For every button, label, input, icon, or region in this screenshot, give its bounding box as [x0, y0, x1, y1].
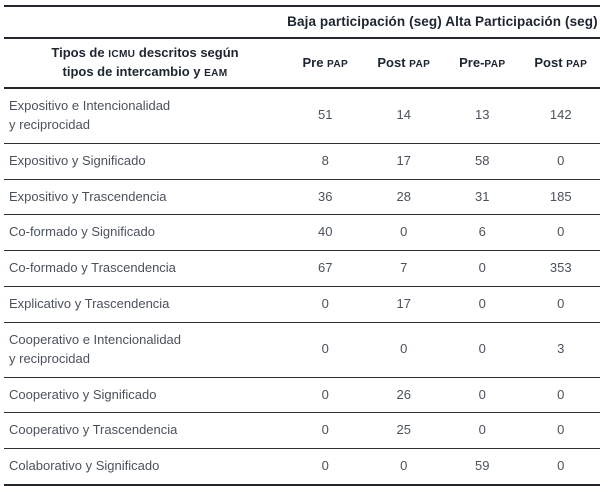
table-row: Co-formado y Trascendencia 67 7 0 353: [4, 250, 601, 288]
value-cell: 0: [521, 377, 601, 414]
value-cell: 0: [443, 250, 522, 288]
row-label: Cooperativo y Trascendencia: [4, 412, 286, 450]
acronym-pap: PAP: [409, 58, 431, 70]
table-row: Expositivo y Significado 8 17 58 0: [4, 143, 601, 180]
row-label: Cooperativo y Significado: [4, 377, 286, 414]
table-row: Cooperativo e Intencionalidad y reciproc…: [4, 322, 601, 378]
row-label: Co-formado y Trascendencia: [4, 250, 286, 288]
row-label: Expositivo e Intencionalidad y reciproci…: [4, 88, 286, 144]
value-cell: 6: [443, 214, 522, 252]
value-cell: 51: [286, 88, 365, 144]
value-cell: 0: [286, 286, 365, 323]
value-cell: 67: [286, 250, 365, 288]
group-header-alta-participacion: Alta Participación (seg): [443, 5, 601, 39]
value-cell: 0: [364, 322, 444, 378]
participation-data-table: Baja participación (seg) Alta Participac…: [4, 5, 601, 486]
value-cell: 0: [443, 286, 522, 323]
row-header-line1: Tipos de ICMU descritos según: [51, 45, 239, 61]
value-cell: 0: [443, 377, 522, 414]
row-header-line2: tipos de intercambio y EAM: [62, 64, 228, 79]
value-cell: 353: [521, 250, 601, 288]
value-cell: 0: [443, 412, 522, 450]
table-row: Cooperativo y Significado 0 26 0 0: [4, 377, 601, 414]
value-cell: 0: [364, 448, 444, 486]
value-cell: 31: [443, 179, 522, 216]
table-body: Expositivo e Intencionalidad y reciproci…: [4, 88, 601, 486]
value-cell: 0: [521, 214, 601, 252]
value-cell: 185: [521, 179, 601, 216]
value-cell: 26: [364, 377, 444, 414]
column-header-pre-pap-baja: Pre PAP: [286, 38, 365, 89]
row-label: Expositivo y Significado: [4, 143, 286, 180]
row-label: Expositivo y Trascendencia: [4, 179, 286, 216]
column-header-post-pap-alta: Post PAP: [521, 38, 601, 89]
column-header-row: Tipos de ICMU descritos según tipos de in…: [4, 38, 601, 89]
acronym-eam: EAM: [204, 68, 228, 79]
group-header-baja-participacion: Baja participación (seg): [286, 5, 444, 39]
value-cell: 14: [364, 88, 444, 144]
row-label: Explicativo y Trascendencia: [4, 286, 286, 323]
value-cell: 3: [521, 322, 601, 378]
value-cell: 0: [443, 322, 522, 378]
table-row: Cooperativo y Trascendencia 0 25 0 0: [4, 412, 601, 450]
row-label: Colaborativo y Significado: [4, 448, 286, 486]
acronym-pap: PAP: [327, 58, 349, 70]
corner-empty-cell: [4, 5, 286, 39]
table-row: Colaborativo y Significado 0 0 59 0: [4, 448, 601, 486]
table-row: Explicativo y Trascendencia 0 17 0 0: [4, 286, 601, 323]
value-cell: 36: [286, 179, 365, 216]
value-cell: 58: [443, 143, 522, 180]
paper-table-page: Baja participación (seg) Alta Participac…: [4, 5, 601, 486]
acronym-icmu: ICMU: [108, 49, 136, 61]
value-cell: 17: [364, 286, 444, 323]
value-cell: 142: [521, 88, 601, 144]
table-row: Co-formado y Significado 40 0 6 0: [4, 214, 601, 252]
value-cell: 25: [364, 412, 444, 450]
value-cell: 0: [521, 286, 601, 323]
value-cell: 59: [443, 448, 522, 486]
group-header-row: Baja participación (seg) Alta Participac…: [4, 5, 601, 39]
table-row: Expositivo e Intencionalidad y reciproci…: [4, 88, 601, 144]
value-cell: 0: [286, 412, 365, 450]
value-cell: 0: [286, 322, 365, 378]
column-header-pre-pap-alta: Pre-PAP: [443, 38, 522, 89]
row-header-cell: Tipos de ICMU descritos según tipos de in…: [4, 38, 286, 89]
value-cell: 28: [364, 179, 444, 216]
row-label: Cooperativo e Intencionalidad y reciproc…: [4, 322, 286, 378]
row-label: Co-formado y Significado: [4, 214, 286, 252]
value-cell: 0: [521, 143, 601, 180]
acronym-pap: PAP: [566, 58, 588, 70]
value-cell: 17: [364, 143, 444, 180]
value-cell: 13: [443, 88, 522, 144]
value-cell: 0: [286, 448, 365, 486]
value-cell: 0: [286, 377, 365, 414]
value-cell: 0: [364, 214, 444, 252]
value-cell: 7: [364, 250, 444, 288]
value-cell: 0: [521, 412, 601, 450]
value-cell: 8: [286, 143, 365, 180]
table-row: Expositivo y Trascendencia 36 28 31 185: [4, 179, 601, 216]
acronym-pap: PAP: [484, 58, 506, 70]
value-cell: 0: [521, 448, 601, 486]
column-header-post-pap-baja: Post PAP: [364, 38, 444, 89]
value-cell: 40: [286, 214, 365, 252]
